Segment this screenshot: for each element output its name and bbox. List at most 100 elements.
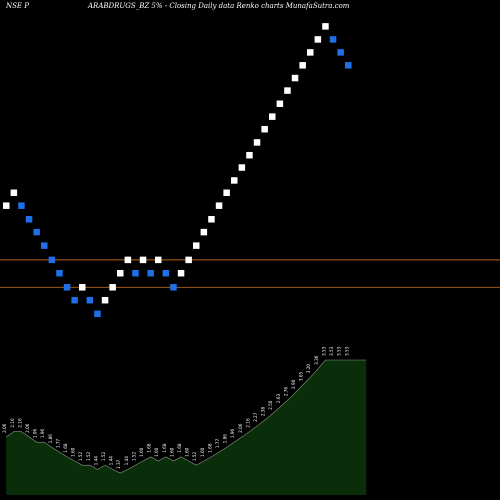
- data-label: 3.53: [344, 346, 349, 356]
- renko-brick-up: [117, 269, 124, 277]
- data-label: 1.96: [40, 428, 45, 438]
- data-label: 1.60: [200, 447, 205, 457]
- data-label: 1.77: [215, 438, 220, 448]
- data-label: 1.86: [48, 434, 53, 444]
- data-label: 1.96: [33, 428, 38, 438]
- data-label: 1.68: [177, 443, 182, 453]
- renko-brick-up: [307, 49, 314, 56]
- renko-brick-up: [79, 284, 86, 291]
- chart-title-left: NSE P: [6, 2, 29, 10]
- renko-brick-up: [291, 74, 299, 82]
- data-label: 3.36: [314, 355, 319, 365]
- renko-brick-up: [261, 125, 268, 133]
- data-label: 2.38: [261, 407, 266, 417]
- renko-brick-up: [314, 36, 322, 43]
- data-label: 1.68: [147, 443, 152, 453]
- renko-brick-up: [139, 256, 147, 264]
- renko-brick-down: [25, 216, 33, 223]
- renko-brick-down: [48, 256, 56, 264]
- data-label: 1.60: [154, 447, 159, 457]
- data-label: 3.05: [299, 371, 304, 381]
- renko-brick-down: [18, 202, 25, 209]
- renko-brick-down: [41, 242, 48, 249]
- renko-brick-up: [231, 177, 238, 184]
- renko-brick-up: [246, 151, 253, 159]
- renko-brick-down: [86, 296, 94, 304]
- renko-brick-up: [215, 202, 223, 209]
- renko-brick-down: [132, 269, 139, 277]
- data-label: 1.52: [78, 452, 83, 462]
- data-label: 1.68: [207, 443, 212, 453]
- data-label: 2.27: [253, 412, 258, 422]
- renko-brick-up: [3, 202, 10, 209]
- data-label: 1.52: [86, 452, 91, 462]
- renko-brick-up: [253, 139, 261, 146]
- renko-brick-up: [238, 164, 246, 171]
- data-label: 1.37: [116, 459, 121, 469]
- renko-brick-up: [155, 256, 162, 264]
- renko-brick-up: [109, 284, 116, 291]
- renko-brick-up: [185, 256, 192, 264]
- renko-brick-down: [56, 269, 63, 277]
- data-label: 1.44: [124, 456, 129, 466]
- data-label: 1.68: [162, 443, 167, 453]
- renko-brick-up: [10, 189, 18, 197]
- labels-layer: 2.062.16 2.162.061.96 1.961.861.771.68 1.60…: [2, 346, 349, 469]
- renko-brick-down: [33, 228, 40, 236]
- renko-brick-up: [177, 269, 185, 277]
- data-label: 3.53: [329, 346, 334, 356]
- renko-brick-up: [124, 256, 132, 264]
- data-label: 1.96: [230, 428, 235, 438]
- data-label: 3.20: [306, 364, 311, 374]
- data-label: 2.16: [17, 418, 22, 428]
- renko-brick-down: [329, 36, 337, 43]
- data-label: 1.68: [63, 443, 68, 453]
- data-label: 2.16: [10, 418, 15, 428]
- renko-brick-down: [147, 269, 154, 277]
- data-label: 1.60: [169, 447, 174, 457]
- renko-brick-down: [345, 62, 352, 69]
- data-label: 1.52: [131, 452, 136, 462]
- renko-brick-up: [101, 296, 109, 304]
- data-label: 3.53: [321, 346, 326, 356]
- renko-brick-up: [269, 113, 276, 120]
- data-label: 1.44: [109, 456, 114, 466]
- data-label: 1.60: [71, 447, 76, 457]
- data-label: 1.60: [139, 447, 144, 457]
- data-label: 1.60: [185, 447, 190, 457]
- renko-brick-down: [71, 296, 78, 304]
- bricks-layer: [3, 23, 352, 318]
- data-label: 1.77: [55, 438, 60, 448]
- area-line: [6, 359, 367, 474]
- data-label: 1.52: [101, 452, 106, 462]
- data-label: 2.63: [276, 393, 281, 403]
- data-label: 2.06: [238, 423, 243, 433]
- data-label: 2.06: [2, 423, 7, 433]
- renko-brick-up: [299, 62, 306, 69]
- renko-brick-up: [208, 216, 215, 223]
- data-label: 2.16: [245, 418, 250, 428]
- renko-brick-down: [337, 49, 344, 56]
- hlines-layer: [0, 259, 500, 288]
- data-label: 2.90: [291, 379, 296, 389]
- renko-brick-down: [162, 269, 170, 277]
- data-label: 1.52: [192, 452, 197, 462]
- renko-brick-up: [284, 87, 291, 94]
- area-fill: [6, 360, 367, 495]
- renko-brick-down: [63, 284, 71, 291]
- chart-title-right: ARABDRUGS_BZ 5% - Closing Daily data Ren…: [88, 2, 350, 10]
- renko-brick-up: [200, 228, 208, 236]
- data-label: 2.76: [283, 387, 288, 397]
- renko-brick-down: [170, 284, 177, 291]
- data-label: 1.44: [93, 456, 98, 466]
- renko-brick-up: [276, 100, 284, 107]
- renko-brick-up: [193, 242, 200, 249]
- renko-brick-down: [94, 310, 101, 318]
- data-label: 2.50: [268, 400, 273, 410]
- renko-brick-up: [223, 189, 230, 197]
- renko-brick-up: [322, 23, 329, 30]
- data-label: 2.06: [25, 423, 30, 433]
- data-label: 1.86: [223, 434, 228, 444]
- volume-layer: [6, 359, 367, 495]
